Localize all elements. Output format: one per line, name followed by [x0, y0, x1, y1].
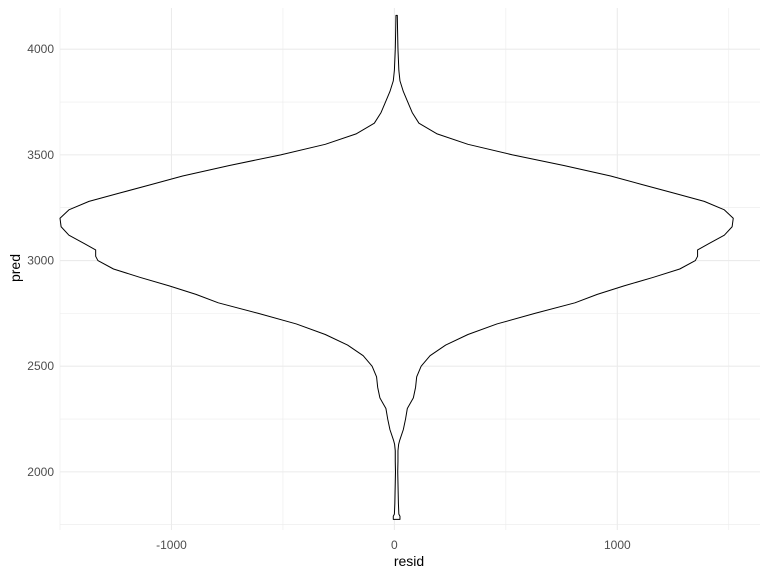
- x-tick-label: 0: [391, 538, 398, 552]
- y-axis-title: pred: [7, 254, 23, 282]
- y-tick-label: 2000: [27, 465, 54, 479]
- y-tick-label: 3000: [27, 254, 54, 268]
- x-tick-label: -1000: [156, 538, 187, 552]
- violin-series: [59, 14, 734, 520]
- violin-shape: [59, 14, 734, 520]
- y-tick-label: 2500: [27, 359, 54, 373]
- y-tick-label: 3500: [27, 148, 54, 162]
- x-tick-label: 1000: [604, 538, 631, 552]
- y-axis-tick-labels: 2000 2500 3000 3500 4000: [27, 42, 54, 479]
- x-axis-tick-labels: -1000 0 1000: [156, 538, 631, 552]
- y-tick-label: 4000: [27, 42, 54, 56]
- x-axis-title: resid: [394, 553, 424, 569]
- grid-minor-lines: [59, 8, 760, 530]
